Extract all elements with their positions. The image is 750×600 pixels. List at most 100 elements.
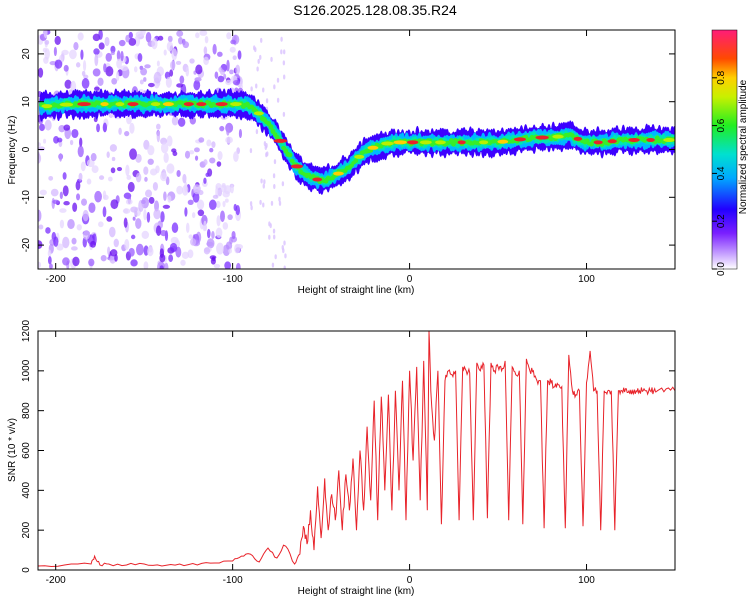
ridge-peak [435, 140, 446, 145]
noise-speck [260, 178, 263, 184]
noise-speck [151, 38, 158, 50]
ridge-peak [162, 102, 174, 107]
colorbar-tick-label: 0.4 [716, 166, 727, 180]
noise-speck [263, 179, 266, 185]
ridge-peak [381, 141, 394, 146]
noise-speck [128, 247, 135, 257]
noise-speck [53, 46, 57, 57]
noise-speck [169, 242, 178, 253]
noise-speck [58, 153, 63, 162]
snr-y-tick-label: 800 [21, 402, 32, 419]
ridge-peak [150, 102, 161, 107]
snr-series-line [38, 331, 675, 568]
noise-speck [130, 234, 136, 240]
ridge-peak [393, 140, 407, 145]
noise-speck [159, 265, 164, 269]
noise-speck [203, 56, 209, 66]
ridge-peak [593, 140, 603, 145]
noise-speck [62, 257, 70, 266]
noise-speck [62, 236, 70, 249]
noise-speck [184, 207, 188, 217]
noise-speck [141, 199, 146, 204]
noise-speck [203, 177, 207, 184]
noise-speck [38, 209, 42, 222]
noise-speck [38, 224, 44, 230]
noise-speck [283, 240, 286, 246]
noise-speck [255, 129, 259, 135]
ridge-peak [607, 139, 617, 144]
noise-speck [230, 39, 237, 45]
noise-speck [204, 35, 209, 44]
noise-speck [63, 124, 71, 131]
noise-speck [125, 199, 133, 205]
noise-speck [165, 76, 172, 88]
noise-speck [38, 261, 42, 269]
noise-speck [93, 48, 100, 55]
noise-speck [170, 60, 176, 70]
noise-speck [156, 123, 161, 130]
snr-y-tick-label: 600 [21, 442, 32, 459]
noise-speck [237, 50, 242, 60]
noise-speck [69, 49, 77, 60]
noise-speck [206, 139, 212, 147]
noise-speck [82, 209, 89, 222]
snr-frame [37, 330, 676, 571]
noise-speck [110, 199, 119, 210]
noise-speck [188, 234, 193, 239]
noise-speck [167, 195, 172, 203]
noise-speck [211, 231, 215, 239]
noise-speck [160, 229, 167, 237]
noise-speck [192, 192, 200, 203]
noise-speck [222, 222, 229, 230]
noise-speck [253, 45, 256, 51]
noise-speck [171, 48, 178, 61]
noise-speck [177, 117, 186, 127]
noise-speck [188, 150, 195, 155]
noise-speck [176, 83, 184, 88]
noise-speck [53, 136, 60, 144]
noise-speck [225, 79, 232, 86]
noise-speck [171, 222, 179, 234]
noise-speck [153, 71, 162, 84]
noise-speck [97, 77, 104, 87]
noise-speck [266, 151, 269, 157]
noise-speck [206, 228, 211, 239]
ridge-peak [646, 137, 655, 142]
noise-speck [184, 181, 188, 193]
noise-speck [229, 46, 236, 53]
ridge-peak [59, 102, 74, 107]
spectrogram-y-tick-label: -20 [21, 237, 32, 252]
noise-speck [49, 263, 53, 269]
noise-speck [48, 175, 54, 181]
noise-speck [146, 211, 151, 223]
snr-x-tick-label: -200 [46, 575, 66, 586]
noise-speck [217, 75, 225, 83]
noise-speck [80, 49, 84, 60]
noise-speck [127, 181, 135, 193]
spectrogram-y-tick-label: -10 [21, 190, 32, 205]
noise-speck [211, 141, 216, 149]
noise-speck [211, 256, 216, 262]
noise-speck [166, 41, 174, 52]
noise-speck [178, 37, 183, 45]
noise-speck [124, 130, 130, 137]
noise-speck [116, 50, 121, 61]
noise-speck [88, 258, 95, 267]
noise-speck [249, 201, 253, 207]
noise-speck [209, 147, 214, 153]
noise-speck [77, 145, 84, 158]
noise-speck [102, 122, 108, 133]
noise-speck [225, 136, 233, 144]
noise-speck [203, 220, 207, 231]
colorbar-label: Normalized spectral amplitude [738, 79, 749, 214]
noise-speck [163, 49, 167, 56]
noise-speck [79, 137, 83, 148]
ridge-peak [77, 102, 91, 107]
noise-speck [111, 156, 116, 162]
colorbar-tick-label: 0.6 [716, 118, 727, 132]
noise-speck [205, 172, 210, 177]
noise-speck [86, 178, 92, 185]
noise-speck [38, 67, 44, 78]
noise-speck [250, 205, 253, 211]
noise-speck [103, 63, 107, 73]
